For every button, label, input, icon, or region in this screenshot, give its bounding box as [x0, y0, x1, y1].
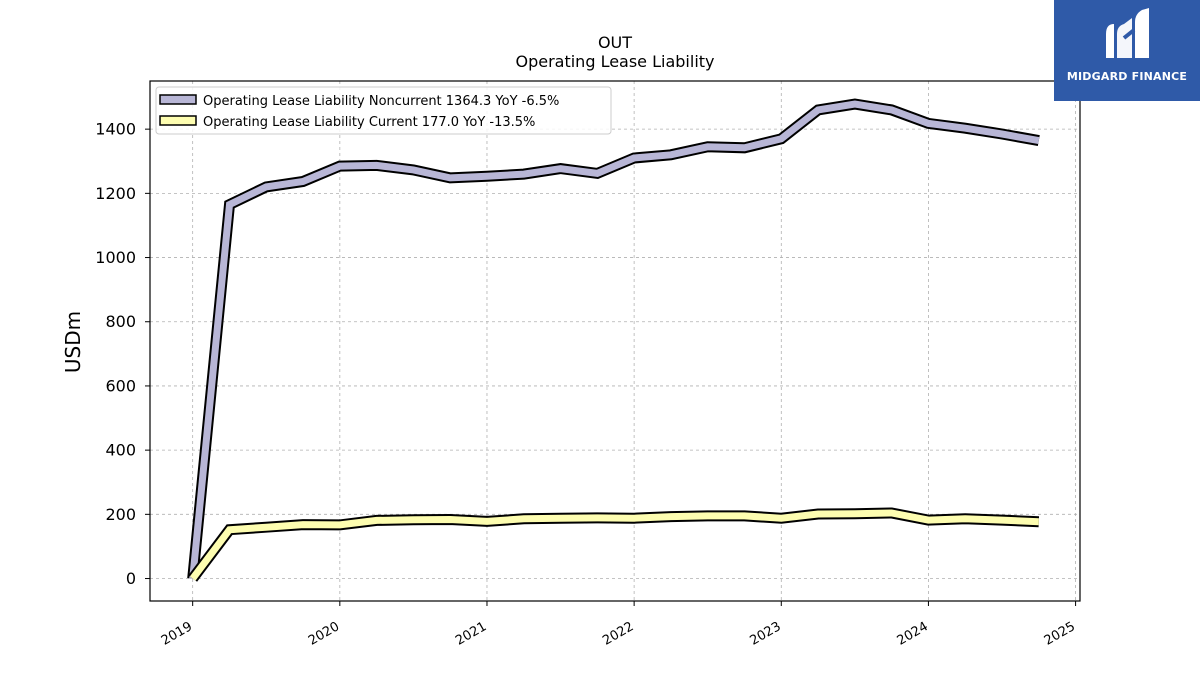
x-tick-label: 2025 — [1042, 619, 1078, 649]
x-tick-label: 2021 — [453, 619, 489, 649]
y-tick-label: 1000 — [95, 248, 136, 267]
y-tick-label: 0 — [126, 569, 136, 588]
y-tick-label: 400 — [105, 441, 136, 460]
chart-subtitle: Operating Lease Liability — [515, 52, 714, 71]
x-tick-label: 2019 — [159, 619, 195, 649]
series-line-1 — [189, 509, 1039, 581]
legend-swatch-current — [159, 115, 197, 126]
y-tick-label: 600 — [105, 376, 136, 395]
x-tick-label: 2022 — [600, 619, 636, 649]
y-tick-label: 1400 — [95, 120, 136, 139]
y-axis-label: USDm — [61, 311, 85, 373]
series-line-0 — [189, 100, 1040, 579]
y-tick-label: 200 — [105, 505, 136, 524]
legend-frame — [155, 86, 612, 135]
legend-label-current: Operating Lease Liability Current 177.0 … — [203, 115, 535, 130]
x-tick-label: 2023 — [747, 619, 783, 649]
logo-text: MIDGARD FINANCE — [1066, 70, 1188, 83]
legend-swatch-noncurrent — [159, 94, 197, 105]
legend-label-noncurrent: Operating Lease Liability Noncurrent 136… — [203, 94, 559, 109]
x-tick-label: 2020 — [306, 619, 342, 649]
plot-frame — [149, 80, 1081, 602]
legend: Operating Lease Liability Noncurrent 136… — [155, 86, 612, 135]
y-tick-label: 800 — [105, 312, 136, 331]
y-tick-label: 1200 — [95, 184, 136, 203]
logo-mark-icon — [1106, 8, 1149, 58]
brand-logo: MIDGARD FINANCE — [1054, 0, 1200, 101]
chart-title: OUT — [598, 33, 632, 52]
x-tick-label: 2024 — [895, 619, 931, 649]
series-layer — [187, 98, 1040, 582]
